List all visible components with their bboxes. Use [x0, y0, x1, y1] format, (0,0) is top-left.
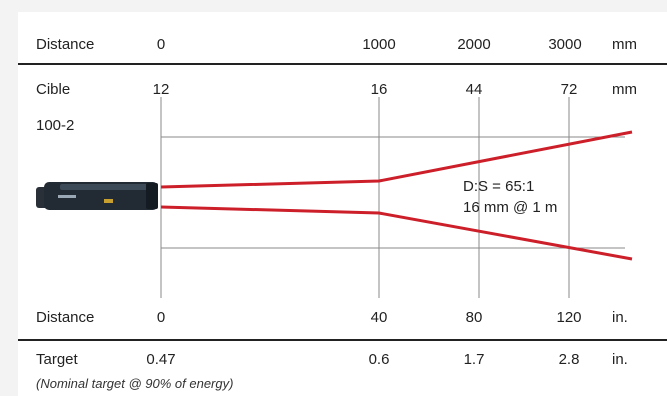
spot-size-label: 16 mm @ 1 m — [463, 199, 557, 216]
target-mm-value-3: 72 — [561, 81, 578, 98]
beam-upper-edge — [160, 130, 633, 189]
target-in-label: Target — [36, 351, 79, 368]
distance-in-label: Distance — [36, 309, 94, 326]
footnote: (Nominal target @ 90% of energy) — [36, 376, 233, 391]
target-in-unit: in. — [612, 351, 628, 368]
pyrometer-sensor-icon — [36, 182, 158, 210]
distance-in-value-0: 0 — [157, 309, 165, 326]
target-mm-value-0: 12 — [153, 81, 170, 98]
distance-mm-unit: mm — [612, 36, 637, 53]
distance-in-value-1: 40 — [371, 309, 388, 326]
distance-in-unit: in. — [612, 309, 628, 326]
distance-in-value-3: 120 — [556, 309, 581, 326]
beam-lower-edge — [160, 205, 633, 261]
distance-mm-value-1: 1000 — [362, 36, 395, 53]
target-in-value-1: 0.6 — [369, 351, 390, 368]
target-mm-value-1: 16 — [371, 81, 388, 98]
target-in-value-0: 0.47 — [146, 351, 175, 368]
target-mm-unit: mm — [612, 81, 637, 98]
distance-mm-value-3: 3000 — [548, 36, 581, 53]
ds-ratio-label: D:S = 65:1 — [463, 178, 534, 195]
target-in-value-2: 1.7 — [464, 351, 485, 368]
target-mm-label: Cible — [36, 81, 70, 98]
distance-mm-value-2: 2000 — [457, 36, 490, 53]
model-label: 100-2 — [36, 117, 74, 134]
target-in-value-3: 2.8 — [559, 351, 580, 368]
distance-mm-value-0: 0 — [157, 36, 165, 53]
distance-mm-label: Distance — [36, 36, 94, 53]
distance-in-value-2: 80 — [466, 309, 483, 326]
target-mm-value-2: 44 — [466, 81, 483, 98]
